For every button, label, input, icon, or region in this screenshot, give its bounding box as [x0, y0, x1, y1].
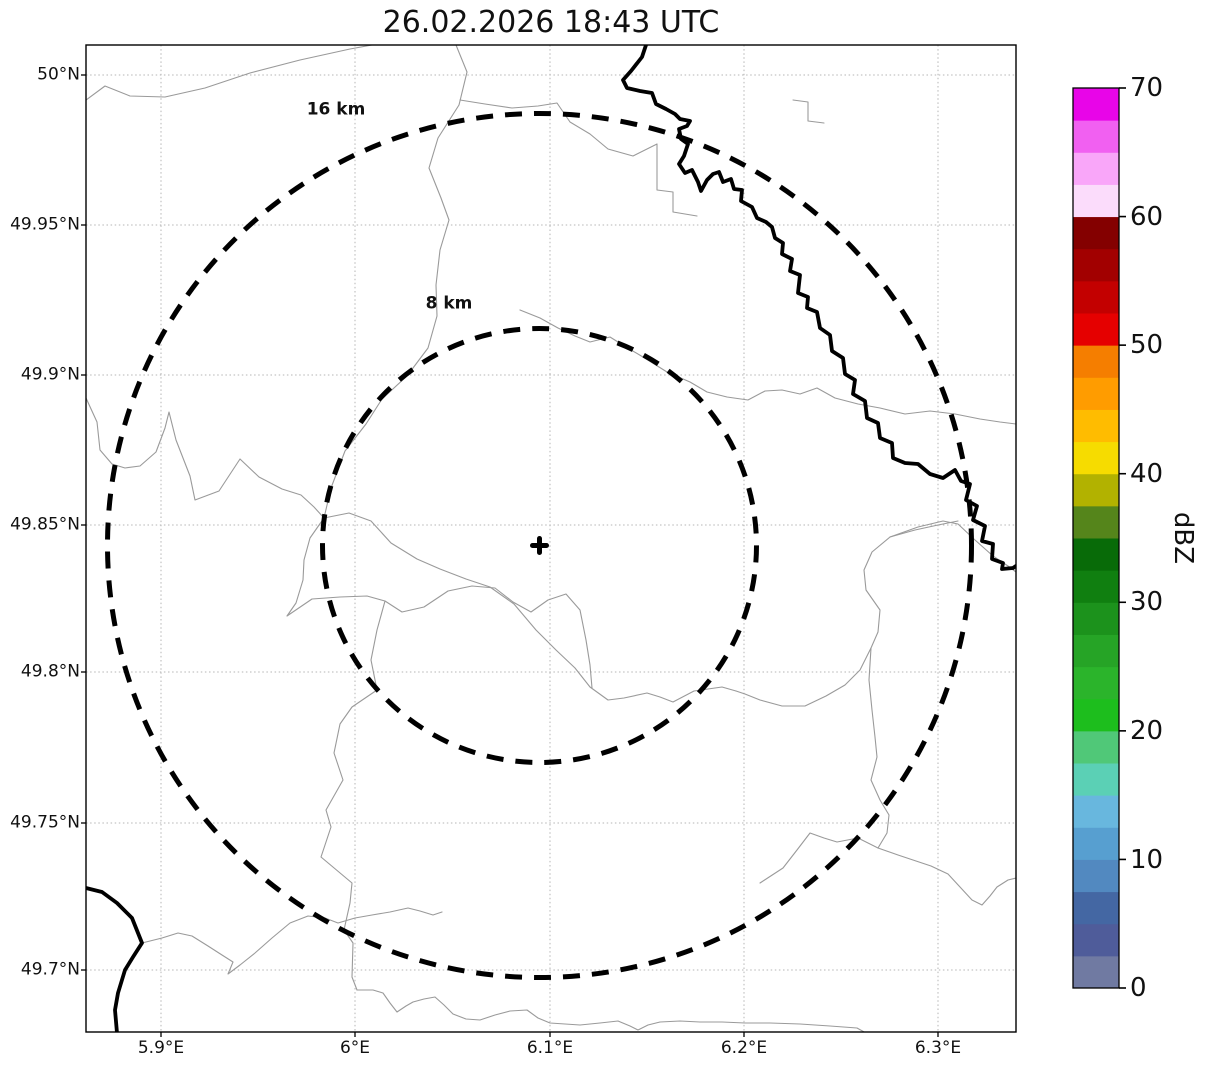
x-tick-label: 6.3°E [914, 1038, 962, 1058]
y-tick-label: 49.85°N [10, 514, 80, 535]
y-tick-label: 49.9°N [20, 364, 80, 385]
plot-title: 26.02.2026 18:43 UTC [382, 5, 720, 40]
range-ring-16km-label: 16 km [306, 99, 366, 120]
colorbar-tick-label: 0 [1130, 973, 1147, 1003]
colorbar-tick-label: 40 [1130, 459, 1164, 489]
y-tick-label: 49.7°N [20, 959, 80, 980]
y-tick-label: 50°N [37, 64, 80, 85]
x-tick-label: 6.1°E [526, 1038, 574, 1058]
y-tick-label: 49.8°N [20, 661, 80, 682]
x-tick-label: 6.2°E [720, 1038, 768, 1058]
colorbar-tick-label: 70 [1130, 73, 1164, 103]
colorbar-tick-label: 10 [1130, 845, 1164, 875]
colorbar-axis-label: dBZ [1168, 511, 1198, 565]
colorbar-tick-label: 30 [1130, 587, 1164, 617]
x-tick-label: 6°E [339, 1038, 371, 1058]
y-tick-label: 49.75°N [10, 812, 80, 833]
x-tick-label: 5.9°E [137, 1038, 185, 1058]
range-ring-8km-label: 8 km [425, 293, 473, 314]
y-tick-label: 49.95°N [10, 214, 80, 235]
colorbar-tick-label: 50 [1130, 330, 1164, 360]
colorbar-tick-label: 20 [1130, 716, 1164, 746]
colorbar-tick-label: 60 [1130, 202, 1164, 232]
